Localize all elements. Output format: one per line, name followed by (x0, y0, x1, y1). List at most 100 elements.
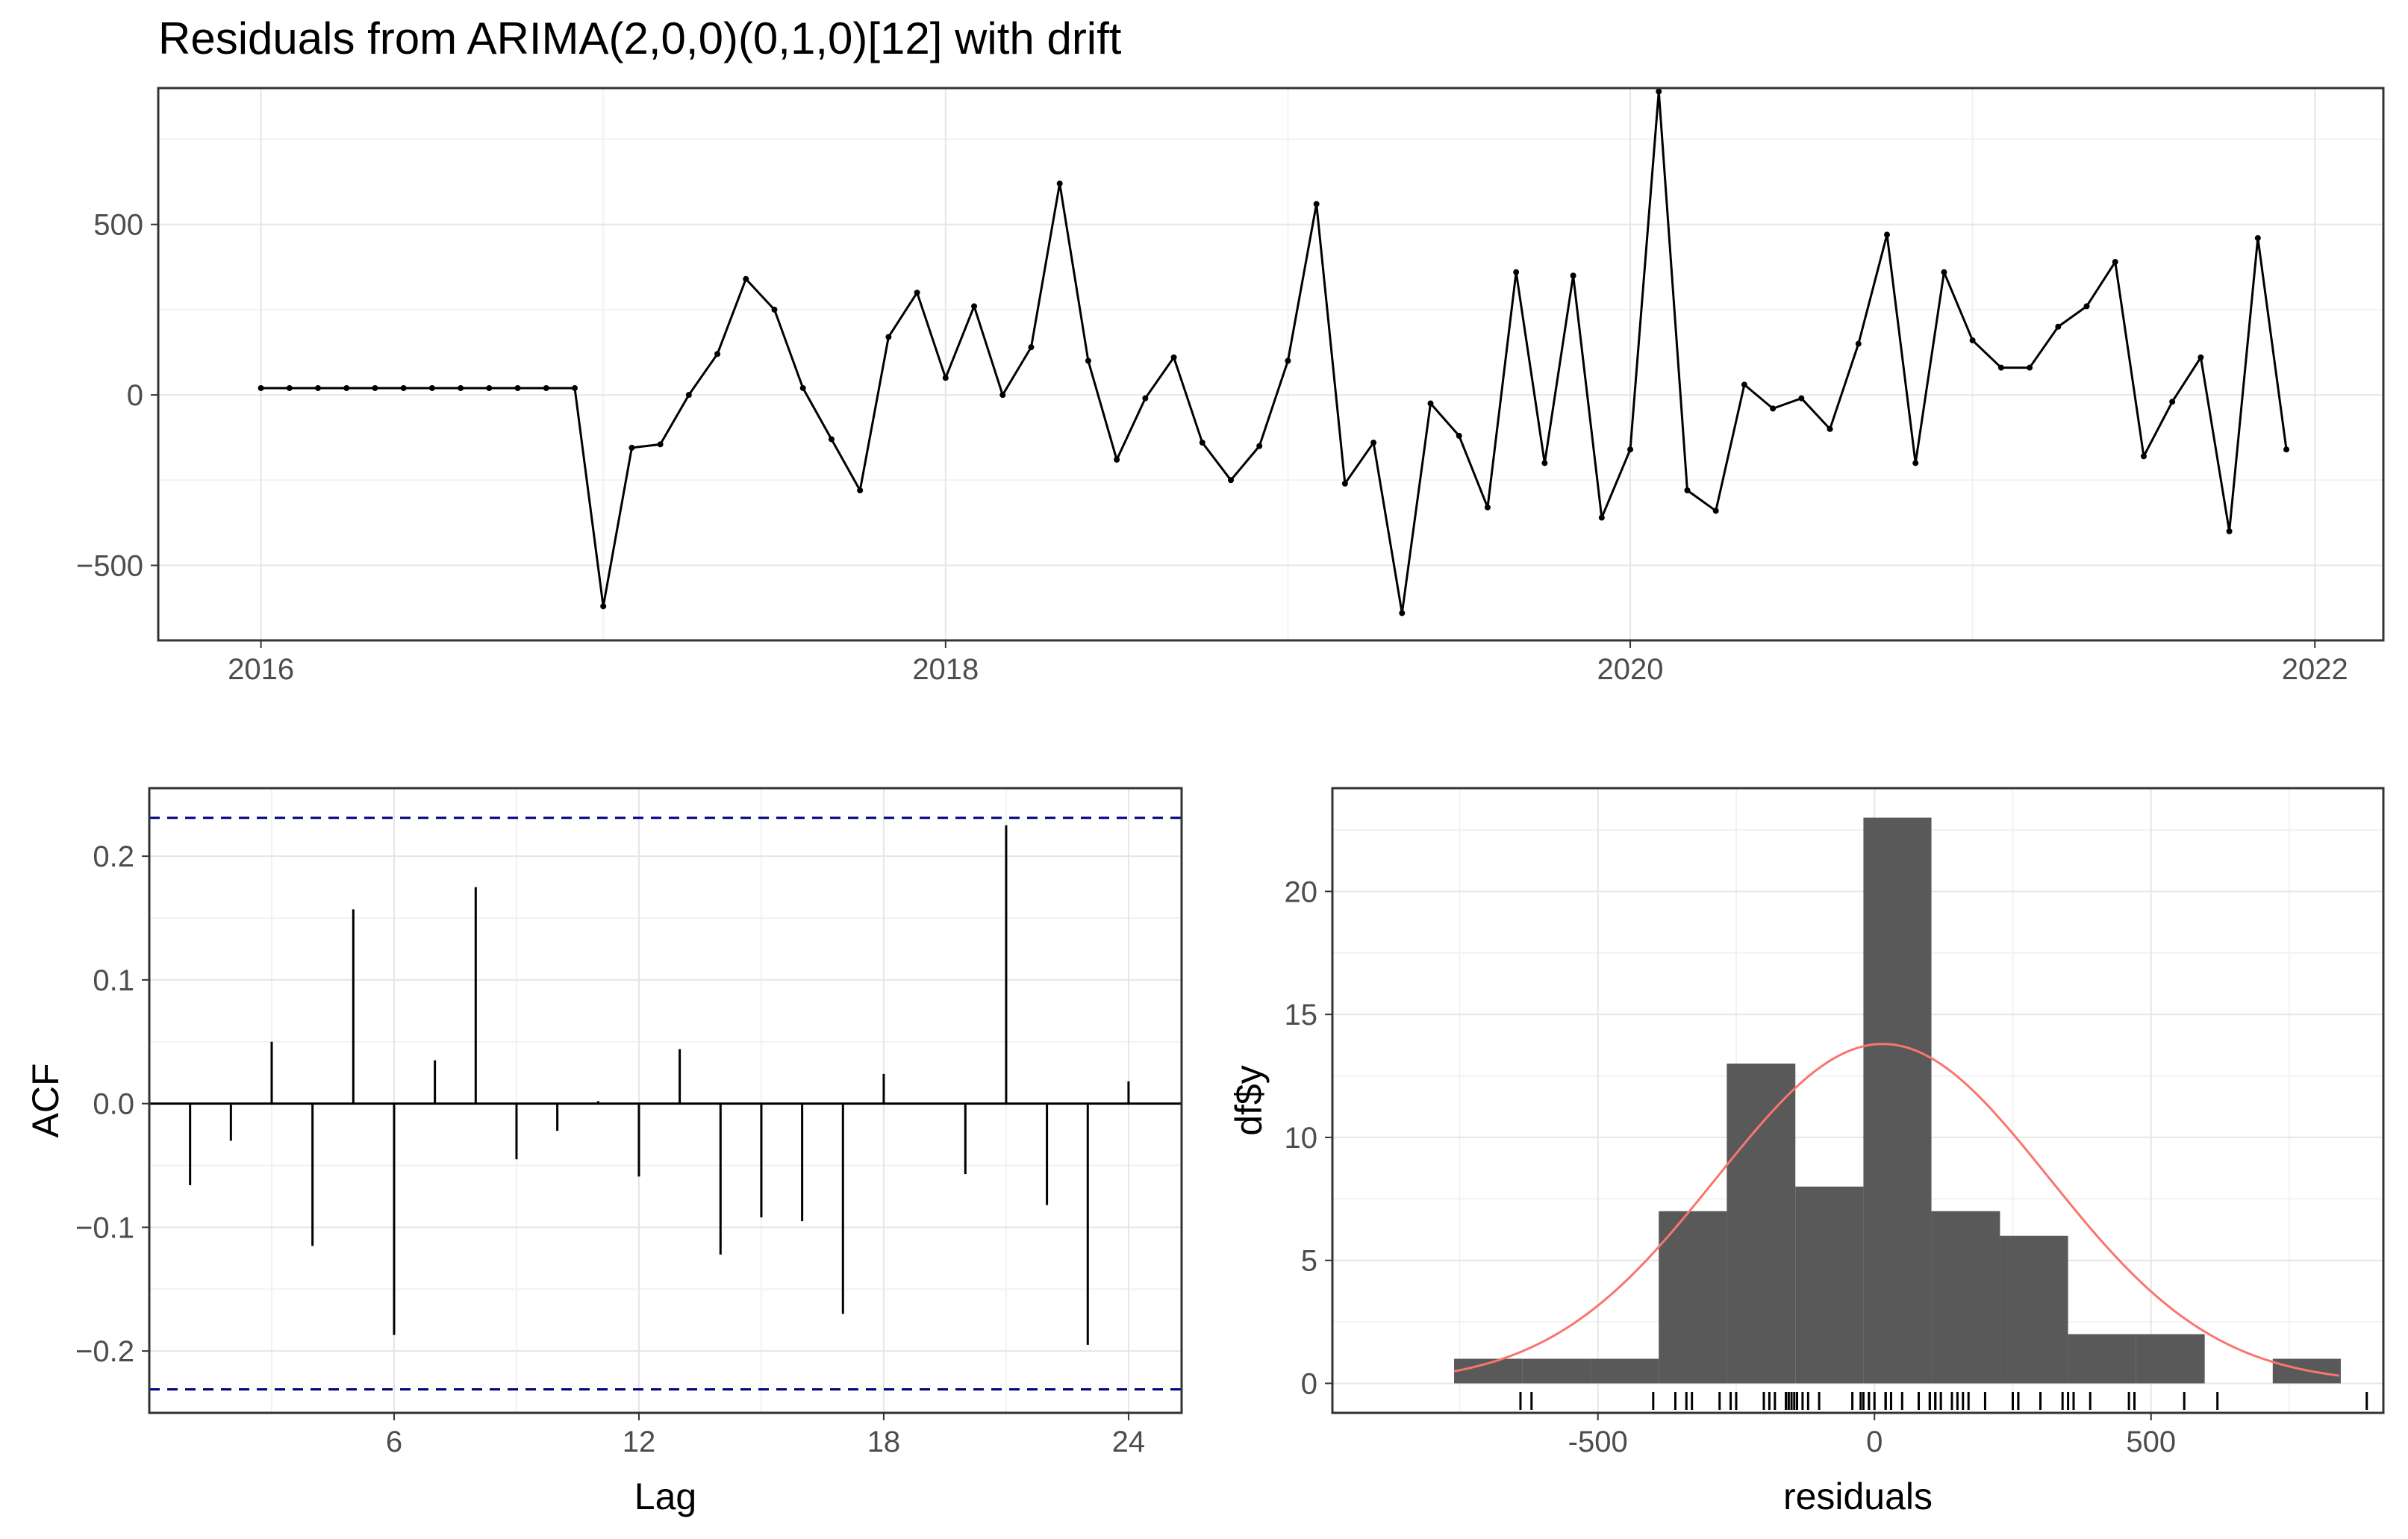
hist-x-axis-label: residuals (1783, 1476, 1933, 1517)
ts-residual-point (2283, 446, 2290, 453)
ts-y-tick-label: 0 (127, 379, 143, 412)
ts-residual-point (428, 384, 435, 391)
ts-residual-point (1627, 446, 1634, 453)
ts-residual-point (2140, 453, 2147, 460)
acf-x-axis-label: Lag (634, 1476, 696, 1517)
hist-y-tick-label: 15 (1285, 999, 1318, 1031)
ts-residual-point (1541, 460, 1548, 466)
ts-residual-point (343, 384, 350, 391)
ts-residual-point (1313, 201, 1320, 207)
ts-residual-point (1399, 610, 1406, 616)
ts-x-tick-label: 2018 (912, 653, 979, 686)
ts-residual-point (1598, 514, 1605, 521)
hist-y-tick-label: 5 (1301, 1245, 1317, 1278)
hist-y-tick-label: 10 (1285, 1122, 1318, 1155)
ts-residual-point (1941, 269, 1947, 275)
hist-y-tick-label: 0 (1301, 1367, 1317, 1400)
ts-residual-point (258, 384, 264, 391)
ts-residual-point (714, 351, 721, 358)
ts-residual-point (1656, 88, 1662, 95)
hist-x-tick-label: 500 (2126, 1426, 2176, 1458)
ts-plot-title: Residuals from ARIMA(2,0,0)(0,1,0)[12] w… (158, 13, 1122, 63)
ts-residual-point (286, 384, 293, 391)
ts-residual-point (1427, 400, 1434, 407)
acf-y-axis-label: ACF (25, 1064, 66, 1138)
ts-residual-point (1341, 480, 1348, 487)
acf-y-tick-label: 0.0 (93, 1088, 134, 1121)
acf-x-tick-label: 6 (386, 1426, 402, 1458)
acf-y-tick-label: 0.2 (93, 840, 134, 873)
ts-residual-point (2226, 528, 2233, 534)
ts-residual-point (2055, 323, 2062, 330)
ts-residual-point (1798, 395, 1805, 402)
ts-residual-point (942, 375, 949, 381)
ts-residual-point (1370, 440, 1377, 446)
ts-residual-point (828, 436, 835, 443)
ts-residual-point (799, 384, 806, 391)
hist-bar (1522, 1358, 1591, 1384)
ts-residual-point (1969, 337, 1976, 344)
ts-y-tick-label: 500 (93, 209, 143, 242)
ts-residual-point (400, 384, 407, 391)
hist-bar (2068, 1334, 2136, 1384)
acf-y-tick-label: −0.1 (75, 1211, 134, 1244)
ts-residual-line (261, 90, 2288, 614)
ts-residual-point (1114, 456, 1120, 463)
hist-bar (1591, 1358, 1659, 1384)
ts-x-tick-label: 2016 (228, 653, 294, 686)
ts-residual-point (1570, 272, 1576, 279)
ts-residual-point (2027, 364, 2033, 371)
acf-x-tick-label: 18 (867, 1426, 901, 1458)
ts-residual-point (999, 392, 1006, 399)
hist-panel-border (1331, 787, 2385, 1414)
ts-x-tick-label: 2020 (1597, 653, 1664, 686)
ts-residual-point (1741, 381, 1747, 388)
ts-residual-point (1884, 231, 1891, 238)
ts-residual-point (315, 384, 322, 391)
acf-y-tick-label: −0.2 (75, 1335, 134, 1368)
ts-residual-point (771, 306, 778, 313)
ts-residual-point (2254, 234, 2261, 241)
acf-x-tick-label: 24 (1112, 1426, 1146, 1458)
hist-y-axis-label: df$y (1228, 1065, 1270, 1136)
hist-bar (1659, 1211, 1727, 1384)
ts-residual-point (1912, 460, 1919, 466)
hist-bar (1931, 1211, 2000, 1384)
ts-residual-point (458, 384, 464, 391)
ts-panel-background (158, 88, 2383, 640)
ts-residual-point (1712, 508, 1719, 514)
hist-x-tick-label: 0 (1866, 1426, 1883, 1458)
hist-bar (2000, 1235, 2068, 1384)
ts-residual-point (486, 384, 493, 391)
ts-residual-point (1827, 425, 1833, 432)
ts-residual-point (1285, 358, 1291, 364)
ts-residual-point (1484, 504, 1491, 511)
ts-residual-point (1170, 354, 1177, 360)
ts-residual-point (543, 384, 549, 391)
ts-residual-point (372, 384, 378, 391)
ts-residual-point (1028, 344, 1035, 351)
ts-residual-point (2112, 258, 2118, 265)
acf-y-tick-label: 0.1 (93, 964, 134, 997)
hist-normal-density-curve (1453, 1043, 2339, 1377)
ts-residual-point (2083, 303, 2090, 310)
ts-x-tick-label: 2022 (2282, 653, 2348, 686)
hist-bar (1727, 1064, 1796, 1384)
hist-x-tick-label: -500 (1568, 1426, 1628, 1458)
ts-residual-point (628, 444, 635, 451)
ts-residual-point (885, 334, 892, 340)
ts-residual-point (914, 290, 920, 296)
ts-residual-point (2198, 354, 2204, 360)
ts-residual-point (1513, 269, 1520, 275)
ts-residual-point (2169, 399, 2176, 405)
ts-residual-point (1056, 180, 1063, 187)
acf-x-tick-label: 12 (623, 1426, 656, 1458)
ts-residual-point (1142, 395, 1149, 402)
ts-residual-point (1855, 340, 1862, 347)
hist-bar (2136, 1334, 2205, 1384)
ts-residual-point (657, 441, 664, 448)
ts-residual-point (857, 487, 864, 494)
ts-residual-point (571, 384, 578, 391)
ts-residual-point (743, 275, 749, 282)
